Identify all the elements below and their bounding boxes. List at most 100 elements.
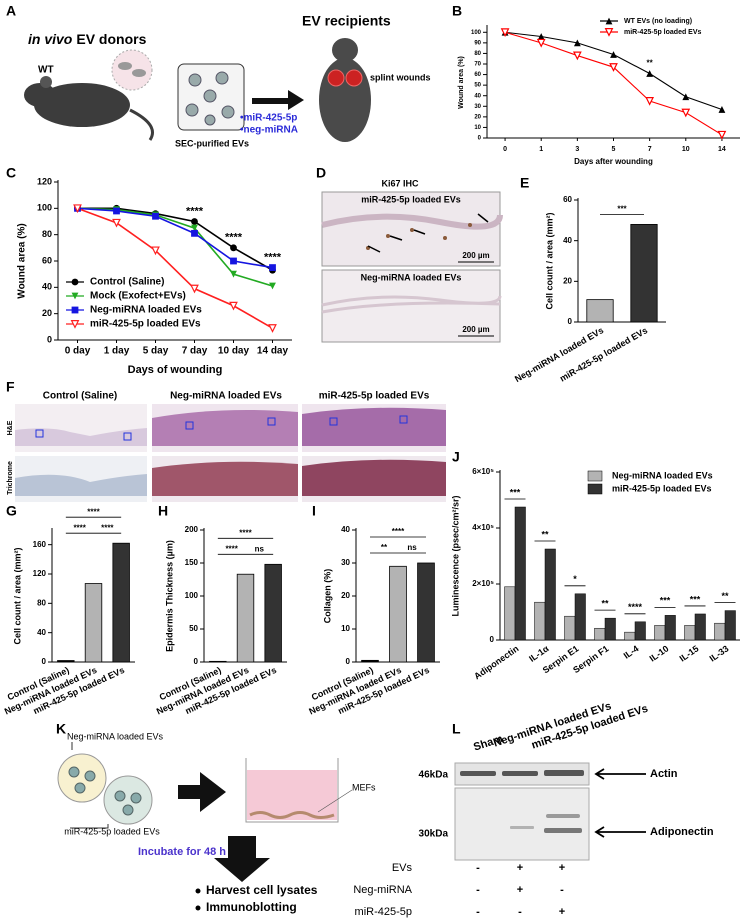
- marker: [71, 292, 79, 300]
- y-tick-label: 30: [341, 558, 350, 567]
- x-tick-label: 0 day: [65, 346, 91, 357]
- marker: [718, 106, 726, 113]
- y-tick-label: 30: [474, 104, 481, 110]
- marker: [230, 244, 237, 252]
- condition-sign: -: [560, 884, 564, 896]
- y-tick-label: 120: [37, 176, 52, 186]
- y-tick-label: 40: [341, 525, 350, 534]
- y-tick-label: 160: [33, 540, 47, 549]
- y-tick-label: 2×10⁵: [472, 579, 494, 588]
- condition-label: Neg-miRNA: [353, 884, 412, 896]
- band-label: Adiponectin: [650, 826, 714, 838]
- ev-particles: [68, 766, 142, 816]
- tissue: [152, 461, 298, 496]
- tissue: [302, 407, 446, 446]
- y-axis-label: Luminescence (psec/cm²/sr): [450, 495, 460, 616]
- leader-line: [317, 789, 353, 813]
- y-tick-label: 0: [478, 136, 482, 142]
- tissue: [321, 213, 503, 230]
- condition-table: EVs - + + Neg-miRNA - + - miR-425-5p - - +: [353, 862, 565, 918]
- ev-group: [57, 753, 107, 803]
- y-tick-label: 10: [341, 624, 350, 633]
- mouse-body: [34, 83, 130, 127]
- column-label: Control (Saline): [43, 391, 117, 402]
- y-tick-label: 20: [563, 276, 572, 285]
- x-tick-label: IL-4: [622, 643, 641, 660]
- y-tick-label: 60: [563, 195, 572, 204]
- marker: [645, 97, 655, 106]
- bar: [586, 299, 614, 323]
- disc: [118, 62, 132, 70]
- ihc-image: [321, 269, 501, 343]
- bullet-text: Harvest cell lysates: [206, 883, 318, 897]
- marker: [112, 218, 121, 228]
- marker: [500, 28, 510, 38]
- bar: [84, 583, 103, 663]
- blood-plate: [111, 49, 153, 91]
- significance-label: ***: [617, 205, 627, 214]
- step-label: Incubate for 48 h: [138, 846, 226, 858]
- tissue: [152, 410, 298, 446]
- marker: [268, 324, 277, 333]
- legend-label: Mock (Exofect+EVs): [90, 291, 186, 302]
- recipients-title: EV recipients: [302, 13, 391, 29]
- series-line: [77, 207, 273, 287]
- y-tick-label: 40: [474, 93, 481, 99]
- condition-sign: -: [476, 862, 480, 874]
- legend-label: Neg-miRNA loaded EVs: [90, 305, 202, 316]
- mouse-head: [24, 83, 56, 107]
- annotation: **: [721, 591, 729, 601]
- arrows: [367, 213, 489, 253]
- marker-label: 30kDa: [419, 829, 449, 840]
- panel-label: G: [6, 503, 17, 519]
- x-tick-label: 5: [612, 146, 616, 153]
- condition-sign: +: [517, 862, 523, 874]
- marker: [536, 38, 546, 48]
- marker: [609, 63, 618, 72]
- annotation: ***: [690, 594, 701, 604]
- series-line: [77, 207, 273, 271]
- y-tick-label: 0: [42, 657, 47, 666]
- marker: [113, 207, 120, 215]
- series-line: [77, 207, 273, 269]
- panel-k: Neg-miRNA loaded EVs miR-425-5p loaded E…: [57, 731, 376, 914]
- marker: [230, 270, 237, 278]
- y-tick-label: 40: [563, 236, 572, 245]
- marker: [71, 278, 79, 286]
- bar: [514, 506, 526, 641]
- y-axis-label: Wound area (%): [458, 56, 465, 109]
- marker: [269, 264, 276, 271]
- legend-label: miR-425-5p loaded EVs: [90, 319, 201, 330]
- legend-swatch: [587, 470, 603, 482]
- condition-sign: +: [517, 884, 523, 896]
- bar: [714, 622, 726, 641]
- y-tick-label: 60: [42, 255, 52, 265]
- condition-label: EVs: [392, 862, 413, 874]
- y-tick-label: 6×10⁵: [472, 467, 494, 476]
- panel-label: C: [6, 165, 16, 181]
- bar: [57, 660, 75, 663]
- annotation: **: [541, 529, 549, 539]
- panel-label: L: [452, 721, 461, 737]
- arrow: [252, 90, 304, 110]
- bar: [504, 586, 516, 641]
- row-label: Trichrome: [7, 461, 14, 495]
- significance-label: ****: [392, 527, 405, 536]
- significance-label: ns: [407, 543, 417, 552]
- bar: [361, 659, 379, 663]
- condition-label: miR-425-5p: [355, 906, 412, 918]
- marker: [229, 301, 238, 311]
- x-tick-label: IL-33: [708, 643, 731, 663]
- series-line: [504, 31, 723, 136]
- bar: [594, 627, 606, 641]
- y-tick-label: 80: [474, 51, 481, 57]
- significance-label: ****: [225, 544, 238, 553]
- donor-title: in vivo EV donors: [28, 31, 147, 47]
- bullet: [195, 888, 201, 894]
- marker: [717, 130, 727, 140]
- y-tick-label: 0: [490, 635, 495, 644]
- down-arrow: [214, 836, 270, 882]
- annotation: **: [647, 59, 654, 68]
- image-label: Neg-miRNA loaded EVs: [361, 272, 462, 282]
- x-tick-label: 7: [648, 146, 652, 153]
